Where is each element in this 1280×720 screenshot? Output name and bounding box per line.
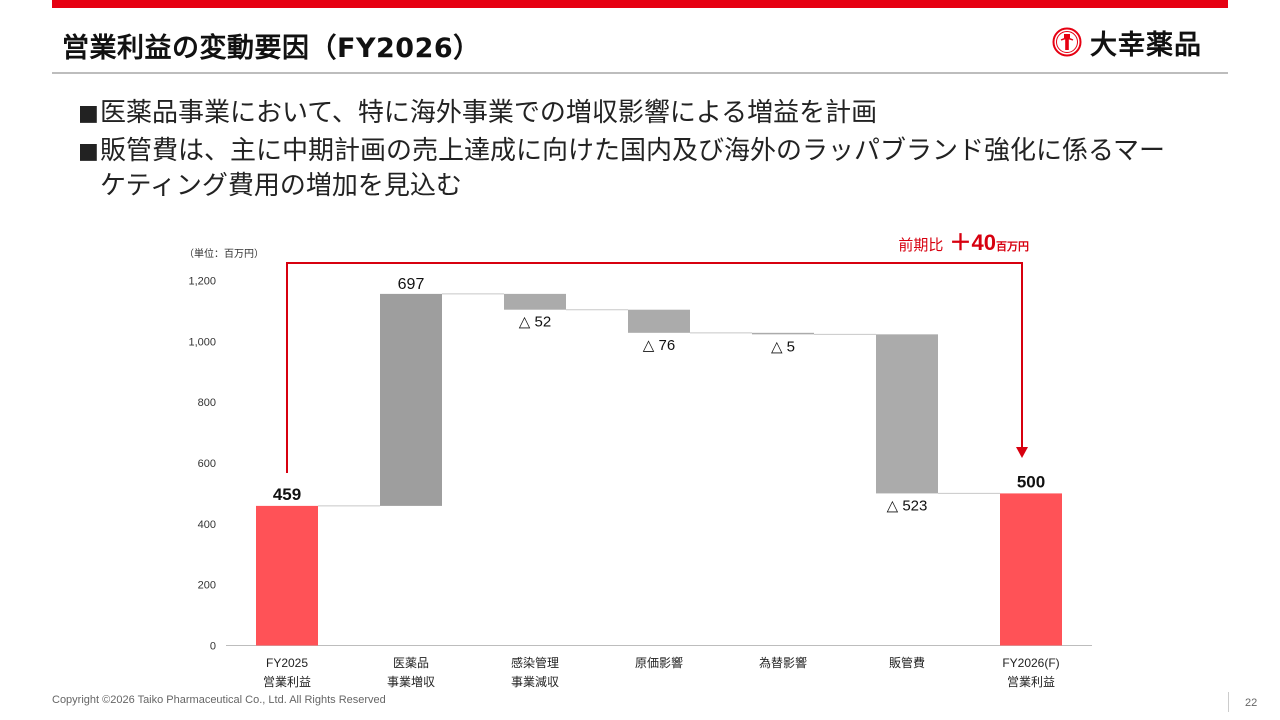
total-bar	[256, 505, 318, 646]
company-logo: 大幸薬品	[1052, 26, 1202, 61]
delta-bar	[628, 309, 690, 333]
comparison-value: ＋40	[943, 230, 996, 255]
title-divider	[52, 72, 1228, 74]
footer-divider	[1228, 692, 1229, 712]
y-tick-label: 600	[198, 458, 216, 470]
category-label: 営業利益	[263, 675, 311, 689]
category-label: 販管費	[889, 655, 925, 670]
bullet-item: ■ 医薬品事業において、特に海外事業での増収影響による増益を計画	[78, 96, 1208, 131]
bullet-text: 医薬品事業において、特に海外事業での増収影響による増益を計画	[100, 98, 878, 128]
value-label: 500	[1017, 472, 1045, 491]
category-label: 原価影響	[635, 655, 683, 670]
value-label: △ 523	[887, 497, 928, 514]
category-label: 事業減収	[511, 674, 559, 689]
page-title: 営業利益の変動要因（FY2026）	[62, 33, 481, 64]
category-label: 営業利益	[1007, 675, 1055, 689]
square-bullet-icon: ■	[78, 139, 99, 164]
category-label: FY2026(F)	[1002, 656, 1059, 670]
value-label: △ 76	[643, 337, 675, 354]
y-tick-label: 800	[198, 397, 216, 409]
comparison-bracket-line	[286, 262, 1023, 473]
value-label: 697	[398, 276, 425, 293]
value-label: △ 52	[519, 314, 551, 331]
y-tick-label: 200	[198, 580, 216, 592]
comparison-label: 前期比 ＋40百万円	[898, 230, 1029, 255]
company-name: 大幸薬品	[1090, 29, 1202, 61]
page-number: 22	[1245, 697, 1258, 709]
category-label: 感染管理	[511, 655, 559, 670]
y-tick-label: 0	[210, 641, 216, 653]
y-tick-label: 1,200	[188, 276, 216, 288]
bullet-list: ■ 医薬品事業において、特に海外事業での増収影響による増益を計画 ■ 販管費は、…	[78, 96, 1208, 207]
value-label: 459	[273, 485, 301, 504]
y-tick-label: 1,000	[188, 336, 216, 348]
category-label: 医薬品	[393, 656, 429, 670]
comparison-unit: 百万円	[996, 240, 1029, 253]
y-tick-label: 400	[198, 519, 216, 531]
bullet-text: 販管費は、主に中期計画の売上達成に向けた国内及び海外のラッパブランド強化に係るマ…	[100, 136, 1165, 201]
top-accent-bar	[52, 0, 1228, 8]
bullet-item: ■ 販管費は、主に中期計画の売上達成に向けた国内及び海外のラッパブランド強化に係…	[78, 134, 1208, 204]
delta-bar	[876, 334, 938, 494]
delta-bar	[752, 332, 814, 335]
company-logo-icon	[1052, 27, 1082, 57]
value-label: △ 5	[771, 338, 795, 355]
category-label: 事業増収	[387, 675, 435, 689]
copyright-notice: Copyright ©2026 Taiko Pharmaceutical Co.…	[52, 694, 386, 706]
delta-bar	[380, 293, 442, 506]
comparison-prefix: 前期比	[898, 237, 943, 254]
delta-bar	[504, 293, 566, 310]
category-label: 為替影響	[759, 655, 807, 670]
total-bar	[1000, 493, 1062, 646]
comparison-arrow-icon	[1016, 447, 1028, 458]
unit-label: （単位：百万円）	[184, 247, 264, 260]
square-bullet-icon: ■	[78, 101, 99, 126]
category-label: FY2025	[266, 656, 308, 670]
